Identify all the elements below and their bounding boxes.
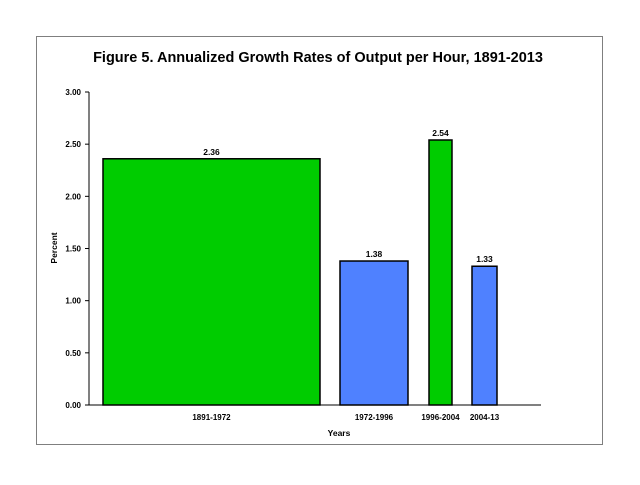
x-tick-label: 1996-2004 [421,413,460,422]
data-label: 2.54 [432,128,449,138]
y-tick-label: 3.00 [65,88,81,97]
data-label: 2.36 [203,147,220,157]
y-tick-label: 2.50 [65,140,81,149]
bar-1972-1996 [339,260,409,406]
bar-group [102,139,498,406]
y-tick-label: 2.00 [65,192,81,201]
data-label: 1.33 [476,254,493,264]
bar-1996-2004 [428,139,453,406]
y-tick-label: 1.50 [65,245,81,254]
x-tick-label: 2004-13 [470,413,500,422]
y-axis-label: Percent [49,232,59,263]
x-tick-label: 1891-1972 [192,413,231,422]
y-tick-label: 0.00 [65,401,81,410]
y-tick-label: 1.00 [65,297,81,306]
bar-1891-1972 [102,158,321,406]
chart-title: Figure 5. Annualized Growth Rates of Out… [93,50,543,66]
data-label-group: 2.36 1.38 2.54 1.33 [203,128,493,264]
bar-2004-13 [471,265,498,406]
x-axis-label: Years [328,428,351,438]
y-tick-label: 0.50 [65,349,81,358]
x-tick-label: 1972-1996 [355,413,394,422]
data-label: 1.38 [366,249,383,259]
x-tick-group: 1891-1972 1972-1996 1996-2004 2004-13 [192,413,499,422]
y-tick-group: 0.00 0.50 1.00 1.50 2.00 2.50 3.00 [65,88,89,410]
